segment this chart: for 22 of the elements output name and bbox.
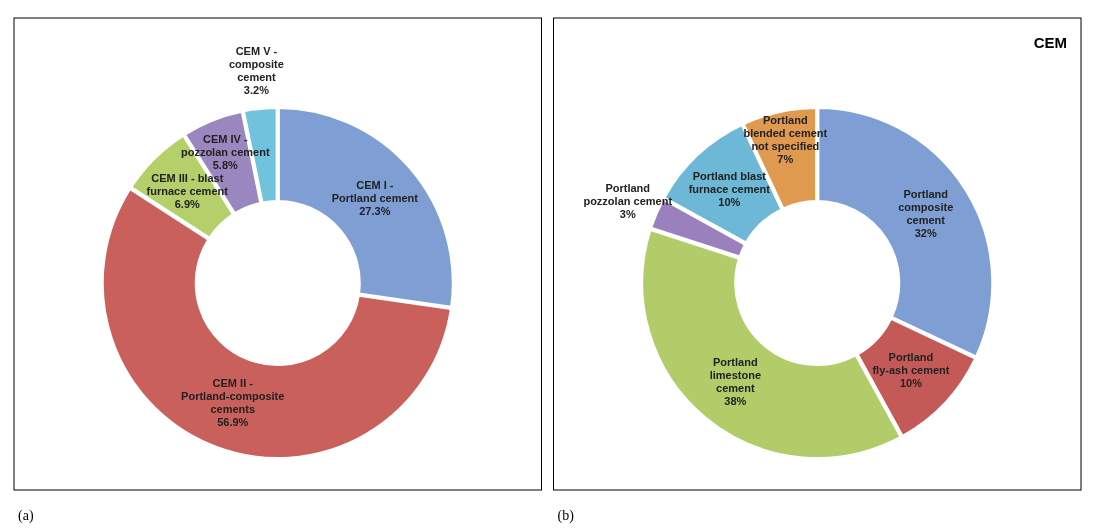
data-label: 10%	[899, 377, 923, 390]
slice-label: CEM II - Portland-composite cements	[181, 377, 285, 416]
slice-label: CEM I - Portland cement	[331, 179, 419, 205]
data-label: 32%	[914, 227, 937, 240]
slice-label: Portland pozzolan cement	[583, 181, 673, 207]
text: (a)	[18, 508, 34, 524]
data-label: 27.3%	[359, 205, 391, 218]
data-label: 6.9%	[174, 198, 200, 211]
slice-label: Portland composite cement	[898, 188, 954, 227]
text: (b)	[557, 508, 575, 524]
slice-label: CEM V - composite cement	[228, 45, 284, 84]
slice-label: Portland blast furnace cement	[688, 169, 771, 195]
data-label: 5.8%	[212, 159, 239, 172]
data-label: 3.2%	[243, 84, 270, 97]
text: CEM	[1033, 34, 1067, 51]
data-label: 10%	[718, 195, 741, 208]
data-label: 7%	[777, 153, 794, 166]
data-label: 56.9%	[217, 416, 249, 429]
slice-label: Portland limestone cement	[709, 356, 762, 395]
data-label: 38%	[724, 395, 747, 408]
slice-label: Portland fly-ash cement	[872, 351, 950, 377]
data-label: 3%	[619, 207, 636, 220]
